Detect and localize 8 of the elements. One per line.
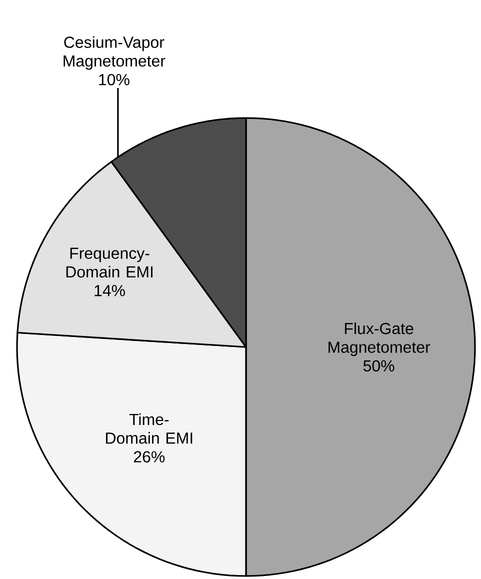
data-label: 10% bbox=[99, 74, 130, 86]
slice-label: Flux-Gate Magnetometer bbox=[328, 322, 430, 356]
data-label: 26% bbox=[134, 451, 165, 462]
slice-label: Cesium-Vapor Magnetometer bbox=[64, 36, 166, 70]
data-label: 14% bbox=[94, 284, 125, 296]
data-label: 50% bbox=[363, 360, 394, 372]
slice-label: Time-Domain EMI bbox=[106, 413, 192, 444]
slice-label: Frequency-Domain EMI bbox=[66, 248, 152, 278]
